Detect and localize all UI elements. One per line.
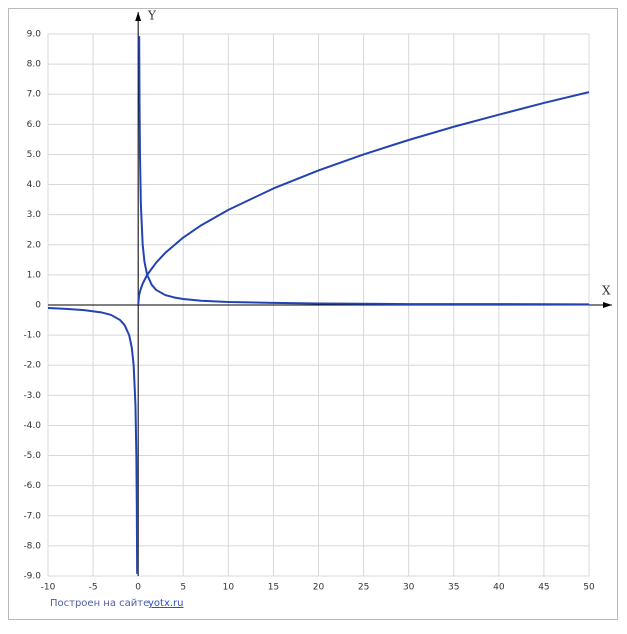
y-axis-arrow xyxy=(135,12,142,21)
x-tick-label: 50 xyxy=(583,583,595,593)
curve xyxy=(48,36,589,574)
y-tick-label: 6.0 xyxy=(27,120,42,130)
x-tick-label: -5 xyxy=(89,583,98,593)
x-tick-label: 10 xyxy=(223,583,235,593)
curves xyxy=(48,36,589,574)
y-tick-label: -3.0 xyxy=(23,391,41,401)
x-tick-label: 20 xyxy=(313,583,325,593)
y-tick-label: 5.0 xyxy=(27,150,42,160)
x-tick-label: 5 xyxy=(180,583,186,593)
y-tick-label: 7.0 xyxy=(27,90,42,100)
y-tick-label: -1.0 xyxy=(23,331,41,341)
x-axis-arrow xyxy=(603,302,612,308)
y-tick-label: -2.0 xyxy=(23,361,41,371)
y-tick-label: 2.0 xyxy=(27,240,42,250)
x-tick-label: 40 xyxy=(493,583,505,593)
y-tick-label: 8.0 xyxy=(27,60,42,70)
x-tick-label: 30 xyxy=(403,583,415,593)
y-tick-label: 4.0 xyxy=(27,180,42,190)
y-tick-label: -8.0 xyxy=(23,541,41,551)
x-tick-label: 45 xyxy=(538,583,549,593)
footer-text: Построен на сайте xyxy=(50,598,149,609)
y-tick-label: 1.0 xyxy=(27,270,42,280)
x-tick-label: 25 xyxy=(358,583,369,593)
curve xyxy=(137,91,589,306)
x-axis-label: X xyxy=(602,284,611,298)
x-tick-label: 0 xyxy=(135,583,141,593)
y-tick-label: -5.0 xyxy=(23,451,41,461)
x-tick-label: -10 xyxy=(41,583,56,593)
x-tick-label: 15 xyxy=(268,583,279,593)
y-tick-label: -7.0 xyxy=(23,511,41,521)
y-tick-label: 3.0 xyxy=(27,210,42,220)
footer-link[interactable]: yotx.ru xyxy=(148,598,184,609)
y-tick-label: 9.0 xyxy=(27,30,42,40)
x-tick-label: 35 xyxy=(448,583,459,593)
y-tick-label: -9.0 xyxy=(23,572,41,582)
y-axis-label: Y xyxy=(147,9,157,23)
labels: -10 -5 0 5 10 15 20 25 30 35 40 45 50 9.0 8.0 7.0 6.0 5.0… xyxy=(23,30,595,593)
frame xyxy=(8,8,618,620)
y-tick-label: -6.0 xyxy=(23,481,41,491)
y-tick-label: 0 xyxy=(35,301,41,311)
y-tick-label: -4.0 xyxy=(23,421,41,431)
